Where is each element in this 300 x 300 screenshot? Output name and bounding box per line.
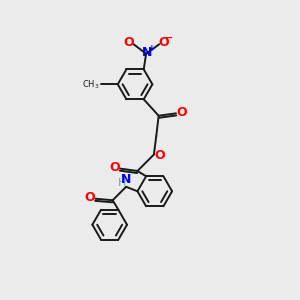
Text: +: + xyxy=(148,44,156,52)
Text: O: O xyxy=(110,160,120,174)
Text: O: O xyxy=(158,36,169,49)
Text: H: H xyxy=(118,178,126,188)
Text: N: N xyxy=(142,46,152,59)
Text: O: O xyxy=(124,36,134,49)
Text: N: N xyxy=(121,173,131,186)
Text: O: O xyxy=(176,106,187,119)
Text: CH$_3$: CH$_3$ xyxy=(82,78,100,91)
Text: O: O xyxy=(85,191,95,204)
Text: −: − xyxy=(165,33,173,43)
Text: O: O xyxy=(154,149,165,162)
